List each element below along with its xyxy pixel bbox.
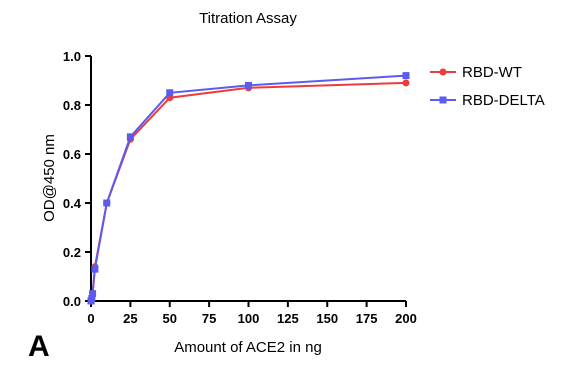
x-tick-label: 50 — [163, 311, 177, 326]
data-point — [89, 290, 97, 298]
series-rbd-delta — [87, 72, 410, 305]
data-point — [245, 81, 252, 89]
legend-item: RBD-DELTA — [430, 92, 545, 109]
x-tick-label: 175 — [356, 311, 378, 326]
y-tick-label: 0.2 — [63, 245, 81, 260]
x-tick-label: 125 — [277, 311, 299, 326]
series-line — [90, 74, 407, 302]
data-point — [126, 133, 134, 141]
y-tick-label: 0.8 — [63, 98, 81, 113]
data-point — [402, 72, 410, 80]
x-tick-label: 25 — [123, 311, 137, 326]
data-point — [88, 295, 96, 303]
x-tick-label: 150 — [316, 311, 338, 326]
legend-item: RBD-WT — [430, 64, 522, 81]
legend-swatch-marker — [439, 96, 447, 104]
legend: RBD-WT RBD-DELTA — [430, 64, 545, 109]
y-tick-label: 0.4 — [63, 196, 82, 211]
data-point — [166, 89, 174, 97]
x-tick-label: 100 — [238, 311, 260, 326]
series-rbd-wt — [87, 79, 410, 305]
y-tick-label: 0.0 — [63, 294, 81, 309]
data-point — [103, 199, 111, 207]
y-tick-label: 0.6 — [63, 147, 81, 162]
legend-label: RBD-DELTA — [462, 92, 545, 109]
y-tick-label: 1.0 — [63, 49, 81, 64]
y-axis-label: OD@450 nm — [41, 134, 58, 222]
data-point — [402, 79, 410, 87]
legend-label: RBD-WT — [462, 64, 522, 81]
panel-label: A — [28, 330, 50, 363]
series-line — [90, 81, 407, 302]
x-tick-label: 0 — [87, 311, 94, 326]
chart-title: Titration Assay — [199, 10, 297, 27]
series-layer — [87, 72, 410, 305]
x-tick-label: 200 — [395, 311, 417, 326]
x-tick-label: 75 — [202, 311, 216, 326]
x-axis-label: Amount of ACE2 in ng — [174, 339, 322, 356]
axes: 0.0 0.2 0.4 0.6 0.8 1.0 0 25 50 75 100 125 150 175 200 — [63, 49, 417, 326]
data-point — [91, 265, 99, 273]
legend-swatch-marker — [439, 68, 447, 76]
